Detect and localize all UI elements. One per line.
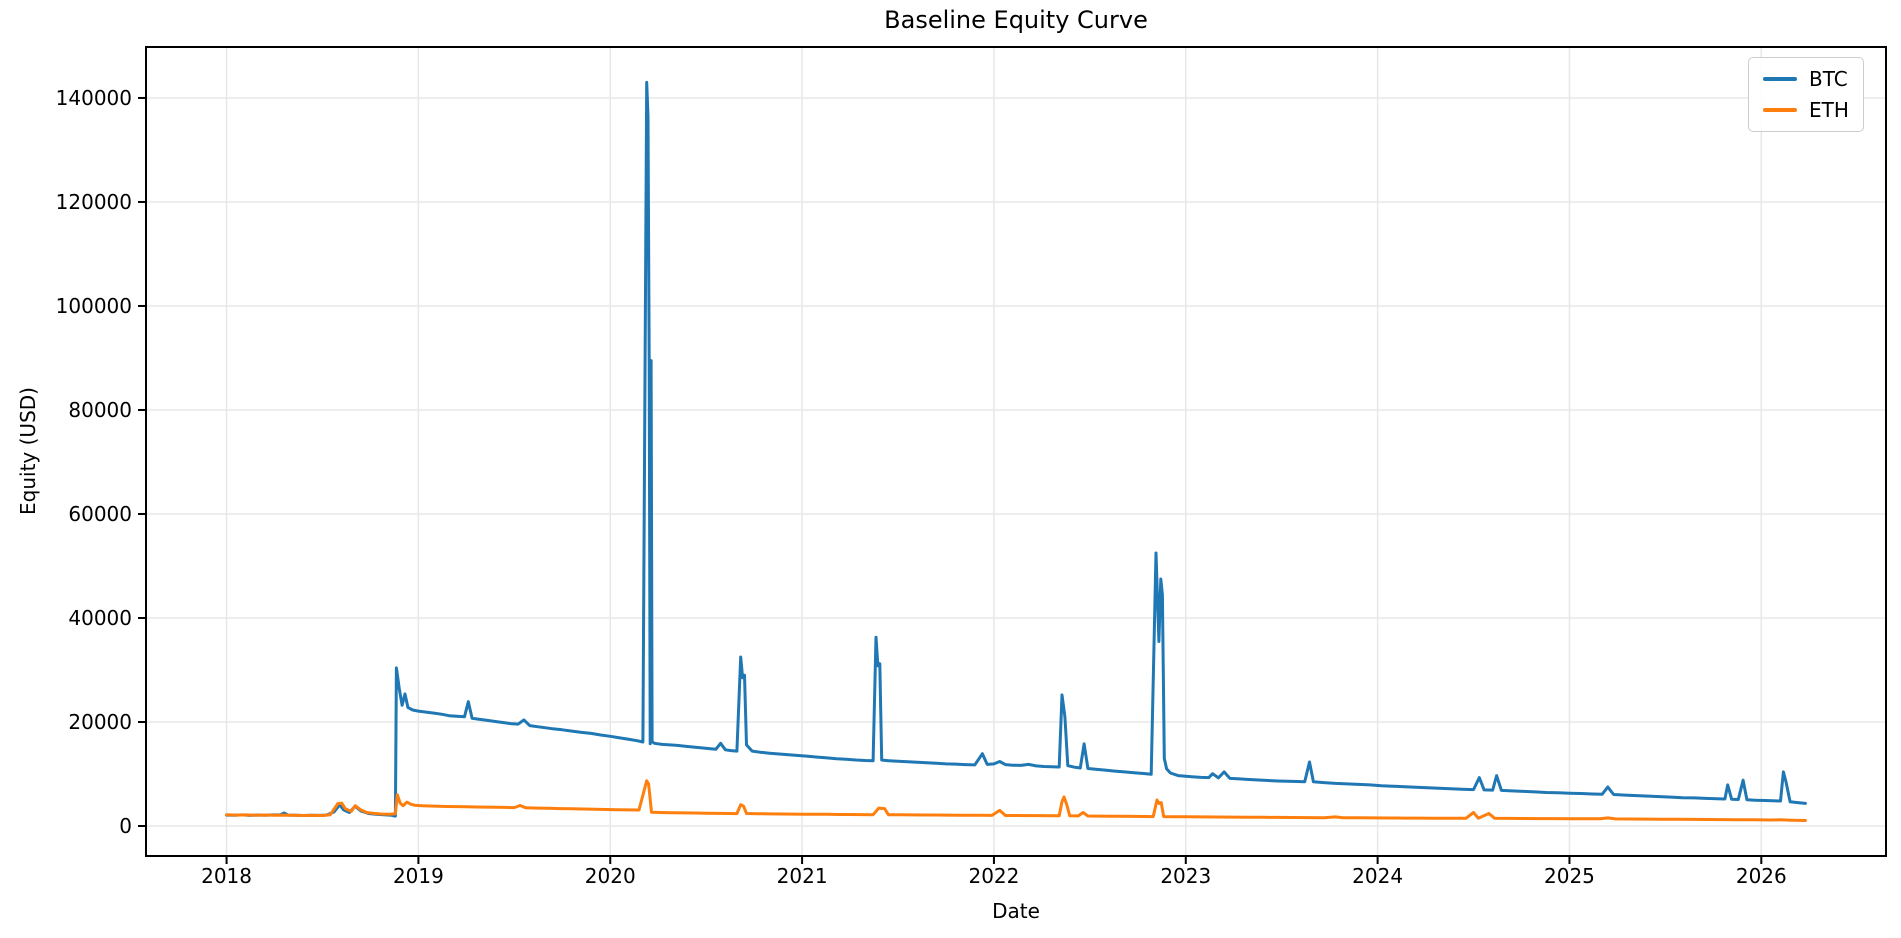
legend-item-eth: ETH <box>1763 98 1849 122</box>
x-tick-label: 2026 <box>1736 864 1787 888</box>
series-line-btc <box>225 80 1807 818</box>
y-tick-label: 0 <box>119 814 132 838</box>
series-line-eth <box>225 779 1807 822</box>
y-tick-label: 140000 <box>56 86 132 110</box>
x-tick-label: 2020 <box>585 864 636 888</box>
legend-item-btc: BTC <box>1763 67 1849 91</box>
btc-line-swatch <box>1763 77 1797 81</box>
y-tick-label: 100000 <box>56 294 132 318</box>
legend-label-eth: ETH <box>1809 98 1849 122</box>
legend-label-btc: BTC <box>1809 67 1848 91</box>
y-tick-label: 120000 <box>56 190 132 214</box>
x-tick-label: 2022 <box>968 864 1019 888</box>
y-tick-label: 20000 <box>68 710 132 734</box>
x-tick-label: 2018 <box>201 864 252 888</box>
chart-title: Baseline Equity Curve <box>884 6 1148 34</box>
x-tick-label: 2019 <box>393 864 444 888</box>
y-axis-label: Equity (USD) <box>16 387 40 515</box>
eth-line-swatch <box>1763 108 1797 112</box>
y-tick-label: 80000 <box>68 398 132 422</box>
x-tick-label: 2024 <box>1352 864 1403 888</box>
x-tick-label: 2023 <box>1160 864 1211 888</box>
legend: BTC ETH <box>1748 57 1864 132</box>
x-tick-label: 2021 <box>777 864 828 888</box>
axes-spines <box>145 46 1887 857</box>
y-tick-label: 40000 <box>68 606 132 630</box>
x-tick-label: 2025 <box>1544 864 1595 888</box>
y-tick-label: 60000 <box>68 502 132 526</box>
x-axis-label: Date <box>992 899 1040 923</box>
